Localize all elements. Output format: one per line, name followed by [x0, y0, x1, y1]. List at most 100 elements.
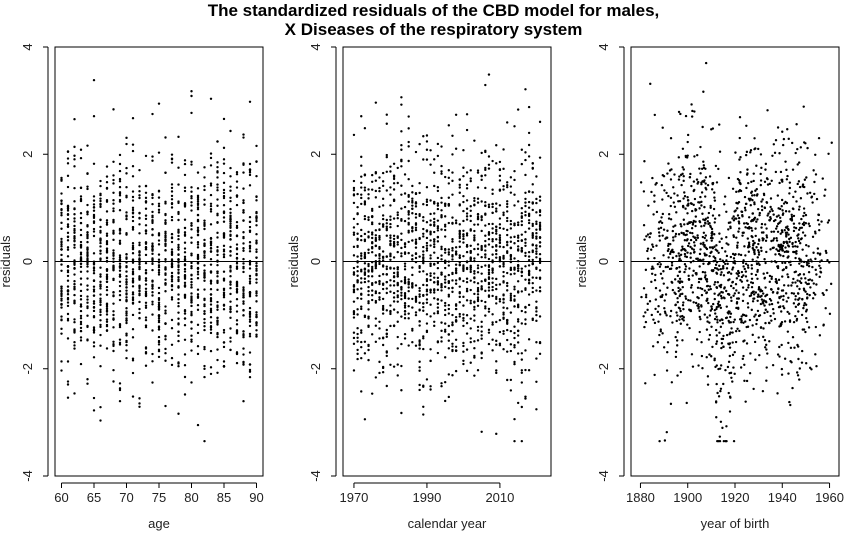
data-point — [513, 285, 516, 289]
data-point — [658, 289, 662, 292]
data-point — [469, 337, 472, 340]
data-point — [780, 198, 784, 202]
data-point — [363, 215, 367, 218]
data-point — [418, 182, 421, 185]
data-point — [157, 196, 161, 199]
data-point — [484, 201, 487, 204]
data-point — [66, 265, 70, 269]
data-point — [248, 318, 252, 321]
data-point — [125, 300, 128, 303]
data-point — [757, 242, 760, 246]
data-point — [476, 339, 480, 342]
data-point — [86, 378, 89, 381]
data-point — [794, 305, 798, 309]
data-point — [744, 320, 747, 323]
data-point — [531, 244, 534, 247]
data-point — [688, 267, 691, 270]
data-point — [777, 278, 781, 282]
data-point — [644, 320, 648, 324]
data-point — [183, 338, 187, 341]
data-point — [196, 195, 200, 199]
data-point — [99, 303, 102, 307]
data-point — [491, 159, 494, 163]
data-point — [713, 221, 716, 224]
data-point — [495, 243, 498, 247]
data-point — [131, 219, 135, 223]
data-point — [743, 363, 746, 366]
data-point — [729, 221, 732, 224]
data-point — [92, 260, 96, 263]
data-point — [669, 252, 672, 256]
data-point — [196, 202, 200, 205]
data-point — [798, 222, 801, 225]
data-point — [360, 292, 363, 296]
data-point — [462, 200, 465, 204]
data-point — [356, 348, 359, 352]
data-point — [203, 243, 206, 246]
data-point — [804, 303, 808, 306]
data-point — [447, 324, 451, 328]
data-point — [248, 267, 252, 270]
data-point — [255, 248, 258, 251]
data-point — [788, 192, 791, 195]
data-point — [535, 252, 538, 255]
data-point — [235, 262, 239, 265]
data-point — [422, 232, 425, 235]
data-point — [801, 265, 805, 268]
data-point — [73, 392, 76, 395]
data-point — [422, 405, 425, 408]
data-point — [458, 315, 461, 318]
data-point — [66, 360, 70, 363]
data-point — [663, 299, 666, 302]
data-point — [389, 225, 392, 229]
data-point — [242, 360, 245, 364]
data-point — [177, 330, 180, 333]
data-point — [531, 201, 534, 205]
data-point — [473, 197, 476, 200]
data-point — [400, 103, 403, 106]
data-point — [506, 271, 509, 275]
data-point — [216, 250, 219, 253]
data-point — [60, 297, 63, 300]
data-point — [791, 207, 795, 210]
data-point — [411, 258, 414, 261]
data-point — [447, 264, 451, 267]
data-point — [715, 315, 718, 319]
data-point — [378, 228, 381, 231]
data-point — [707, 222, 710, 226]
data-point — [99, 323, 102, 327]
x-tick-label: 90 — [249, 490, 263, 505]
data-point — [131, 395, 135, 398]
data-point — [465, 199, 469, 202]
data-point — [242, 208, 245, 212]
data-point — [502, 347, 505, 351]
data-point — [691, 231, 694, 235]
data-point — [513, 439, 516, 443]
data-point — [125, 340, 128, 344]
data-point — [385, 265, 388, 268]
data-point — [414, 256, 418, 260]
data-point — [491, 323, 494, 326]
data-point — [828, 261, 831, 264]
data-point — [803, 178, 807, 181]
data-point — [105, 275, 109, 278]
data-point — [520, 239, 524, 243]
data-point — [411, 329, 414, 332]
data-point — [125, 214, 128, 217]
data-point — [676, 300, 679, 304]
data-point — [458, 261, 461, 264]
y-tick-label: 2 — [20, 151, 35, 158]
data-point — [491, 321, 494, 324]
data-point — [389, 222, 392, 226]
data-point — [183, 162, 187, 166]
data-point — [60, 285, 63, 288]
data-point — [779, 220, 782, 223]
data-point — [766, 271, 769, 275]
data-point — [248, 100, 252, 103]
data-point — [451, 272, 454, 276]
data-point — [370, 209, 374, 212]
data-point — [749, 151, 752, 154]
data-point — [491, 222, 494, 226]
data-point — [422, 347, 425, 351]
data-point — [513, 193, 516, 196]
